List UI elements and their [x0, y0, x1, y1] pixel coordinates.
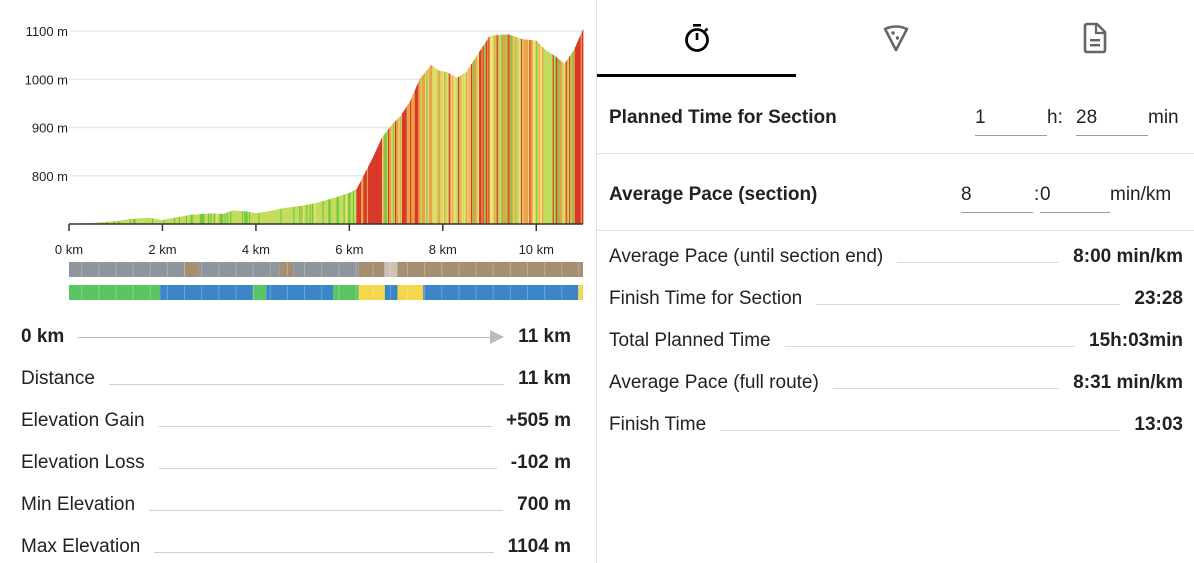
y-tick-label: 800 m [32, 169, 68, 184]
result-value: 13:03 [1134, 414, 1183, 435]
result-value: 8:31 min/km [1073, 372, 1183, 393]
pace-separator: : [1034, 184, 1040, 205]
stat-value: 11 km [518, 368, 571, 389]
x-tick-label: 8 km [429, 242, 457, 257]
leader-line [158, 467, 497, 469]
elevation-panel: 800 m 900 m 1000 m 1100 m 0 km 2 km 4 km 6 km 8… [0, 0, 597, 563]
result-value: 15h:03min [1089, 330, 1183, 351]
section-range: 0 km 11 km [21, 325, 571, 349]
range-end: 11 km [518, 326, 571, 347]
stat-row: Distance 11 km [21, 367, 571, 391]
pace-panel: Planned Time for Section h: min Average … [597, 0, 1194, 563]
hours-separator: h: [1047, 107, 1063, 128]
result-value: 8:00 min/km [1073, 246, 1183, 267]
result-label: Finish Time [609, 414, 707, 435]
leader-line [149, 509, 504, 511]
stat-row: Elevation Gain +505 m [21, 409, 571, 433]
surface-segment[interactable] [293, 262, 359, 277]
surface-segment[interactable] [358, 262, 385, 277]
x-tick-label: 6 km [335, 242, 363, 257]
way-type-segment[interactable] [253, 285, 267, 300]
document-icon [1083, 22, 1106, 54]
surface-segment[interactable] [397, 262, 583, 277]
elevation-chart[interactable]: 800 m 900 m 1000 m 1100 m 0 km 2 km 4 km 6 km 8… [0, 0, 596, 305]
leader-line [784, 345, 1076, 347]
tab-food[interactable] [796, 0, 995, 76]
stat-label: Max Elevation [21, 536, 141, 557]
tab-time[interactable] [597, 0, 796, 77]
x-tick-label: 4 km [242, 242, 270, 257]
result-value: 23:28 [1134, 288, 1183, 309]
leader-line [154, 551, 494, 553]
y-tick-label: 1100 m [26, 24, 68, 39]
y-tick-label: 900 m [32, 121, 68, 136]
result-row: Total Planned Time 15h:03min [609, 329, 1183, 353]
way-type-segment[interactable] [423, 285, 579, 300]
leader-line [158, 425, 493, 427]
surface-segment[interactable] [384, 262, 398, 277]
stat-row: Max Elevation 1104 m [21, 535, 571, 559]
arrow-right-icon [490, 330, 505, 344]
leader-line [108, 383, 505, 385]
section-pace-row: Average Pace (section) : min/km [597, 154, 1194, 231]
way-type-segment[interactable] [333, 285, 359, 300]
stat-label: Min Elevation [21, 494, 136, 515]
way-type-segment[interactable] [578, 285, 583, 300]
stat-value: +505 m [506, 410, 571, 431]
active-tab-indicator [597, 74, 796, 77]
result-label: Finish Time for Section [609, 288, 803, 309]
tab-notes[interactable] [995, 0, 1194, 76]
surface-segment[interactable] [198, 262, 280, 277]
surface-segment[interactable] [279, 262, 294, 277]
planned-time-row: Planned Time for Section h: min [597, 77, 1194, 154]
stat-label: Distance [21, 368, 95, 389]
planned-time-label: Planned Time for Section [609, 107, 837, 128]
planned-hours-input[interactable] [975, 107, 1047, 136]
way-type-segment[interactable] [358, 285, 385, 300]
pace-unit: min/km [1110, 184, 1172, 205]
result-row: Average Pace (full route) 8:31 min/km [609, 371, 1183, 395]
section-pace-label: Average Pace (section) [609, 184, 818, 205]
way-type-segment[interactable] [384, 285, 398, 300]
surface-segment[interactable] [184, 262, 199, 277]
leader-line [720, 429, 1121, 431]
minutes-unit: min [1148, 107, 1179, 128]
result-label: Total Planned Time [609, 330, 771, 351]
result-label: Average Pace (full route) [609, 372, 819, 393]
result-row: Average Pace (until section end) 8:00 min… [609, 245, 1183, 269]
pace-seconds-input[interactable] [1040, 184, 1110, 213]
result-row: Finish Time for Section 23:28 [609, 287, 1183, 311]
x-tick-label: 2 km [148, 242, 176, 257]
range-arrow-line [78, 336, 491, 338]
leader-line [832, 387, 1060, 389]
stat-value: 1104 m [507, 536, 571, 557]
planned-minutes-input[interactable] [1076, 107, 1148, 136]
way-type-segment[interactable] [266, 285, 334, 300]
stat-value: 700 m [517, 494, 571, 515]
pizza-slice-icon [883, 25, 908, 52]
surface-segment[interactable] [69, 262, 185, 277]
stopwatch-icon [684, 24, 709, 52]
y-tick-label: 1000 m [25, 72, 68, 87]
way-type-segment[interactable] [69, 285, 161, 300]
x-tick-label: 10 km [519, 242, 554, 257]
elevation-slice [581, 29, 584, 224]
stat-label: Elevation Gain [21, 410, 145, 431]
result-label: Average Pace (until section end) [609, 246, 884, 267]
stat-value: -102 m [510, 452, 571, 473]
stat-row: Min Elevation 700 m [21, 493, 571, 517]
range-start: 0 km [21, 326, 65, 347]
way-type-segment[interactable] [160, 285, 254, 300]
pace-minutes-input[interactable] [961, 184, 1033, 213]
x-tick-label: 0 km [55, 242, 83, 257]
leader-line [897, 261, 1060, 263]
stat-row: Elevation Loss -102 m [21, 451, 571, 475]
way-type-segment[interactable] [397, 285, 424, 300]
leader-line [816, 303, 1121, 305]
stat-label: Elevation Loss [21, 452, 145, 473]
result-row: Finish Time 13:03 [609, 413, 1183, 437]
